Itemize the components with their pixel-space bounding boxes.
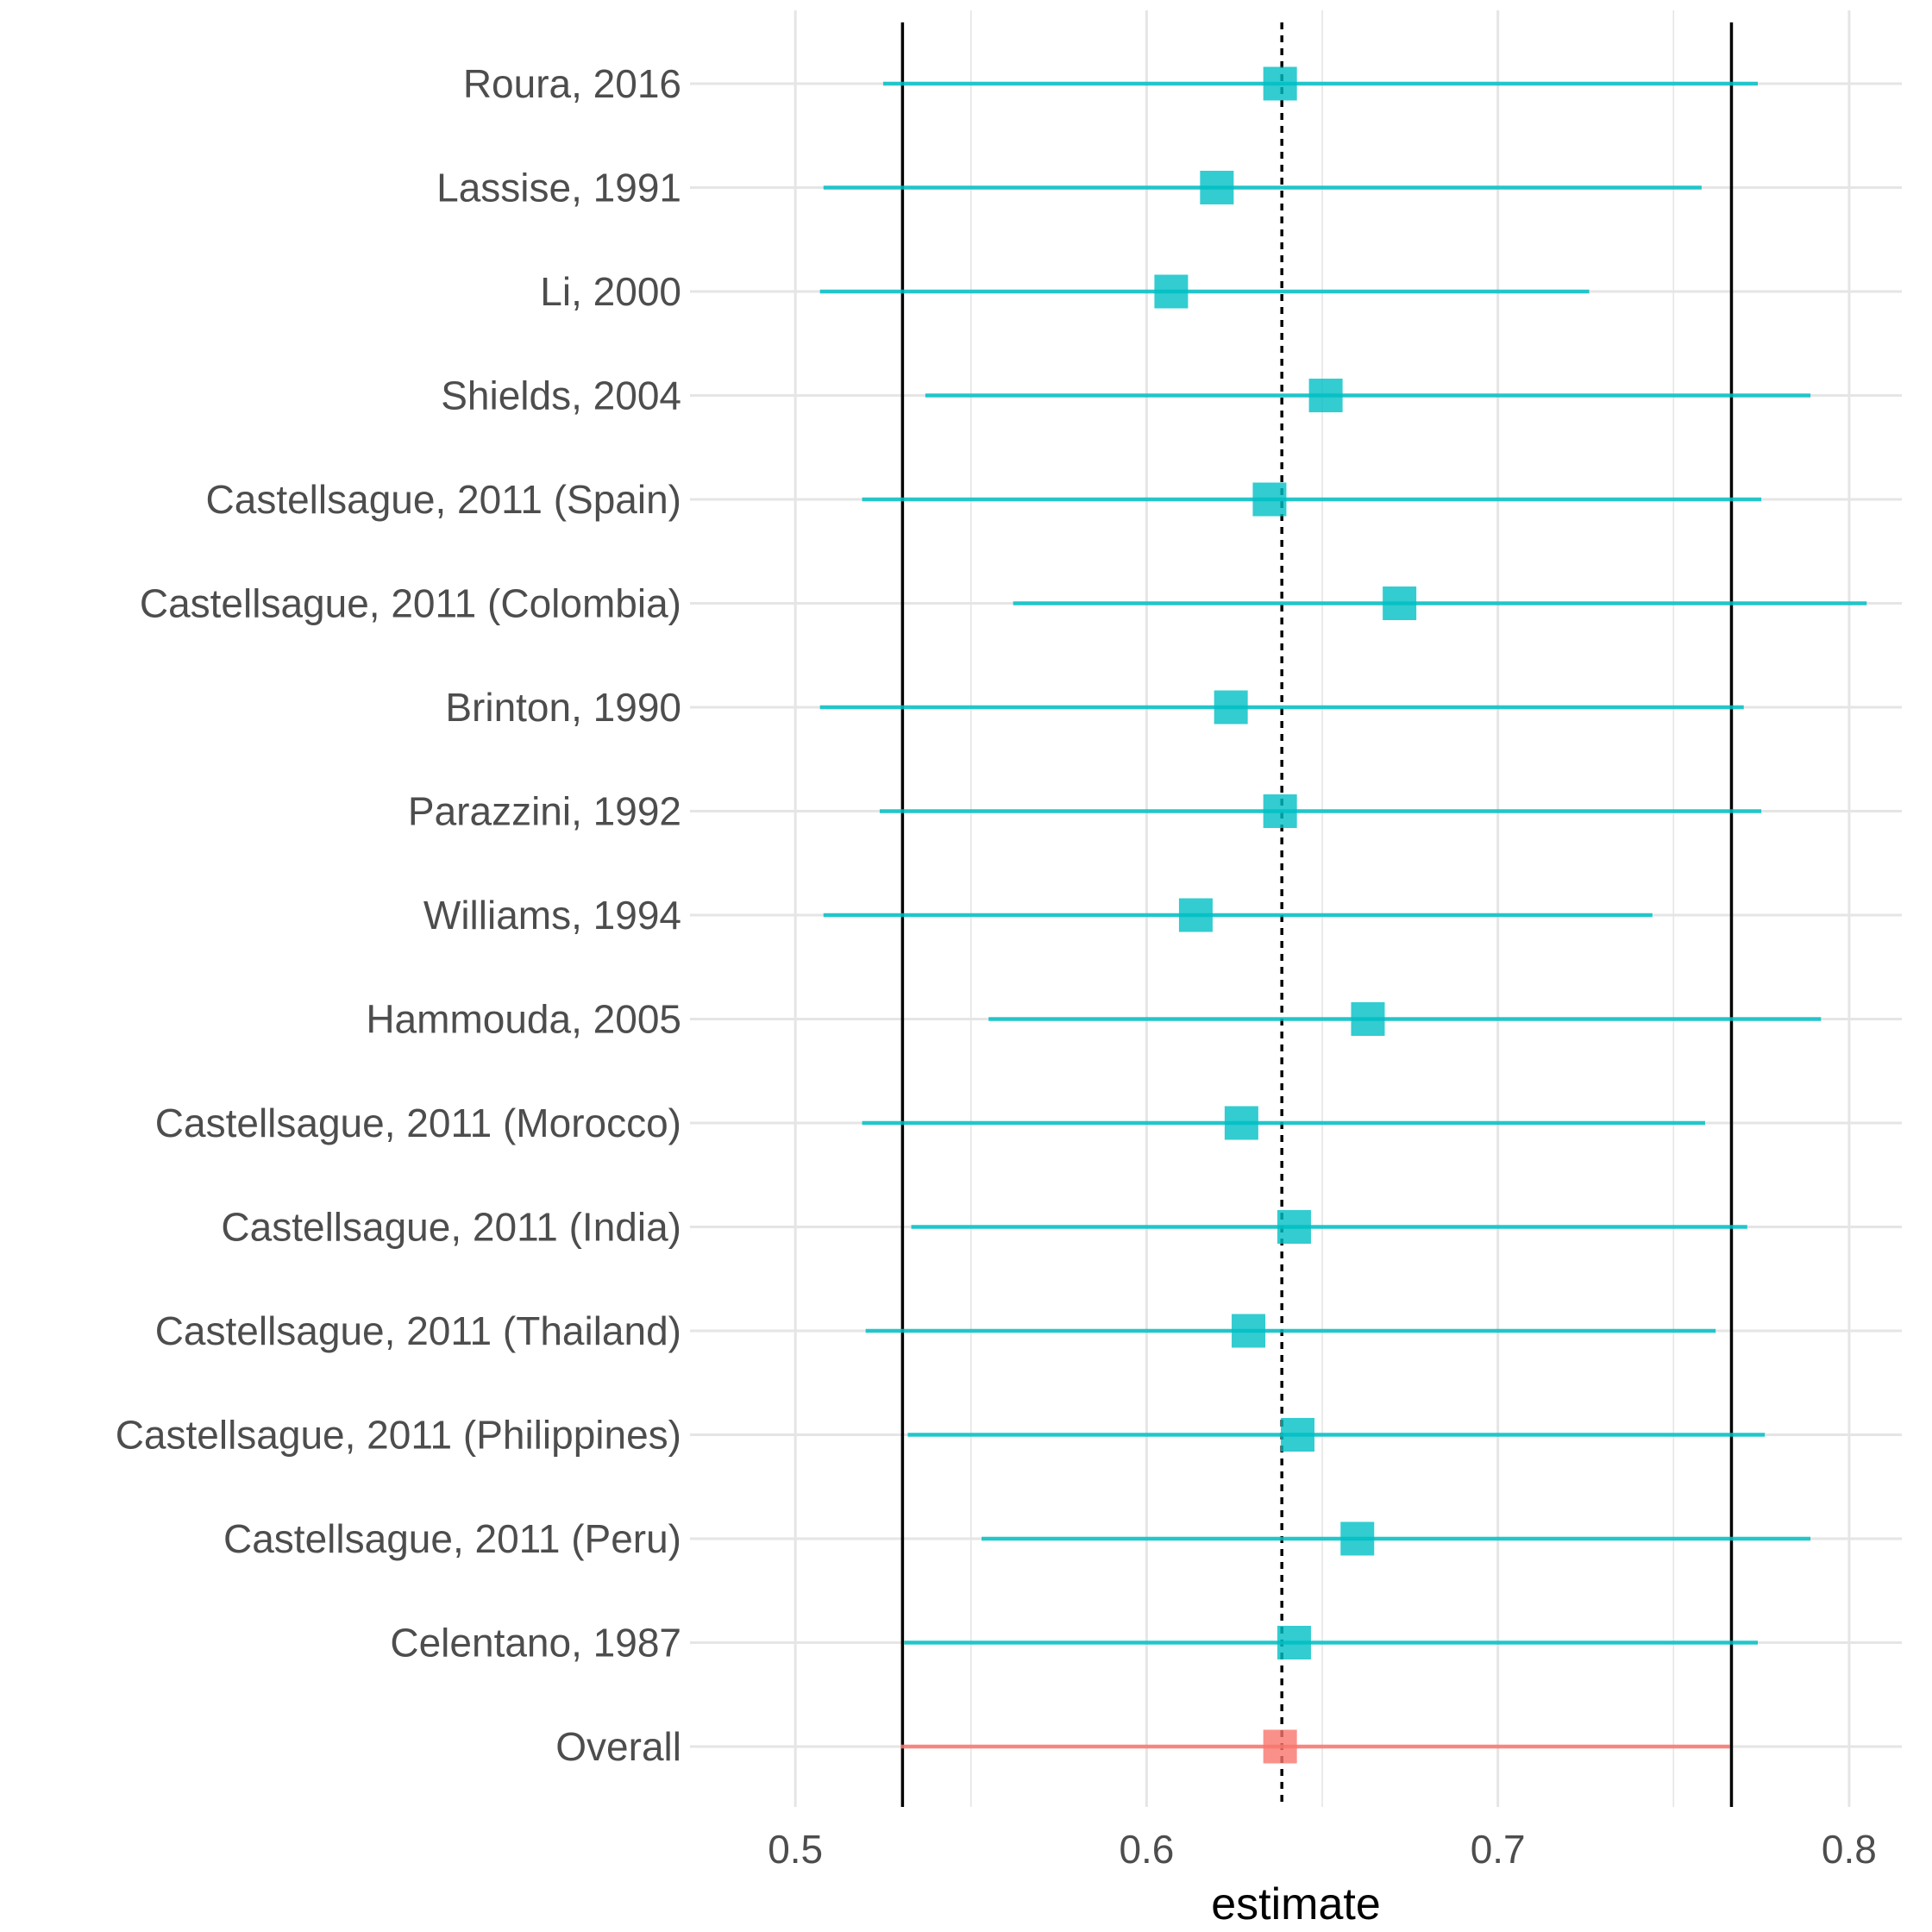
study-label: Castellsague, 2011 (Philippines) [116, 1413, 681, 1458]
study-label: Roura, 2016 [463, 61, 681, 106]
point-estimate [1263, 794, 1297, 828]
point-estimate [1263, 66, 1297, 101]
study-labels: Roura, 2016 Lassise, 1991 Li, 2000 Shields,… [116, 61, 681, 1769]
point-estimate [1281, 1418, 1315, 1452]
point-estimate [1200, 171, 1234, 204]
x-tick-label: 0.6 [1119, 1827, 1174, 1872]
x-tick-label: 0.8 [1822, 1827, 1877, 1872]
study-label: Castellsague, 2011 (Colombia) [140, 581, 681, 626]
point-estimates [1154, 66, 1417, 1764]
study-label: Parazzini, 1992 [408, 789, 681, 834]
confidence-intervals [819, 81, 1867, 1749]
point-estimate [1383, 586, 1417, 620]
study-label: Castellsague, 2011 (Peru) [223, 1516, 681, 1561]
study-label: Shields, 2004 [441, 373, 681, 418]
study-label: Lassise, 1991 [436, 166, 681, 210]
point-estimate [1252, 482, 1287, 517]
point-estimate [1178, 898, 1213, 932]
study-label: Li, 2000 [540, 269, 681, 314]
x-tick-label: 0.5 [768, 1827, 823, 1872]
point-estimate [1263, 1729, 1297, 1764]
study-label: Castellsague, 2011 (Spain) [206, 477, 681, 522]
point-estimate [1276, 1210, 1311, 1244]
point-estimate [1224, 1106, 1258, 1140]
study-label: Hammouda, 2005 [366, 997, 681, 1042]
x-axis-title: estimate [1211, 1879, 1381, 1929]
x-tick-labels: 0.5 0.6 0.7 0.8 [768, 1827, 1877, 1872]
point-estimate [1276, 1626, 1311, 1659]
point-estimate [1340, 1521, 1375, 1556]
x-tick-label: 0.7 [1471, 1827, 1526, 1872]
study-label: Castellsague, 2011 (India) [221, 1205, 681, 1250]
point-estimate [1154, 274, 1189, 309]
point-estimate [1308, 379, 1343, 412]
study-label: Celentano, 1987 [390, 1621, 681, 1665]
study-label: Overall [555, 1724, 681, 1769]
study-label: Castellsague, 2011 (Thailand) [155, 1308, 681, 1353]
study-label: Brinton, 1990 [445, 685, 681, 730]
point-estimate [1232, 1314, 1266, 1348]
point-estimate [1214, 690, 1248, 724]
study-label: Castellsague, 2011 (Morocco) [155, 1101, 681, 1145]
point-estimate [1351, 1002, 1385, 1036]
study-label: Williams, 1994 [423, 893, 681, 938]
